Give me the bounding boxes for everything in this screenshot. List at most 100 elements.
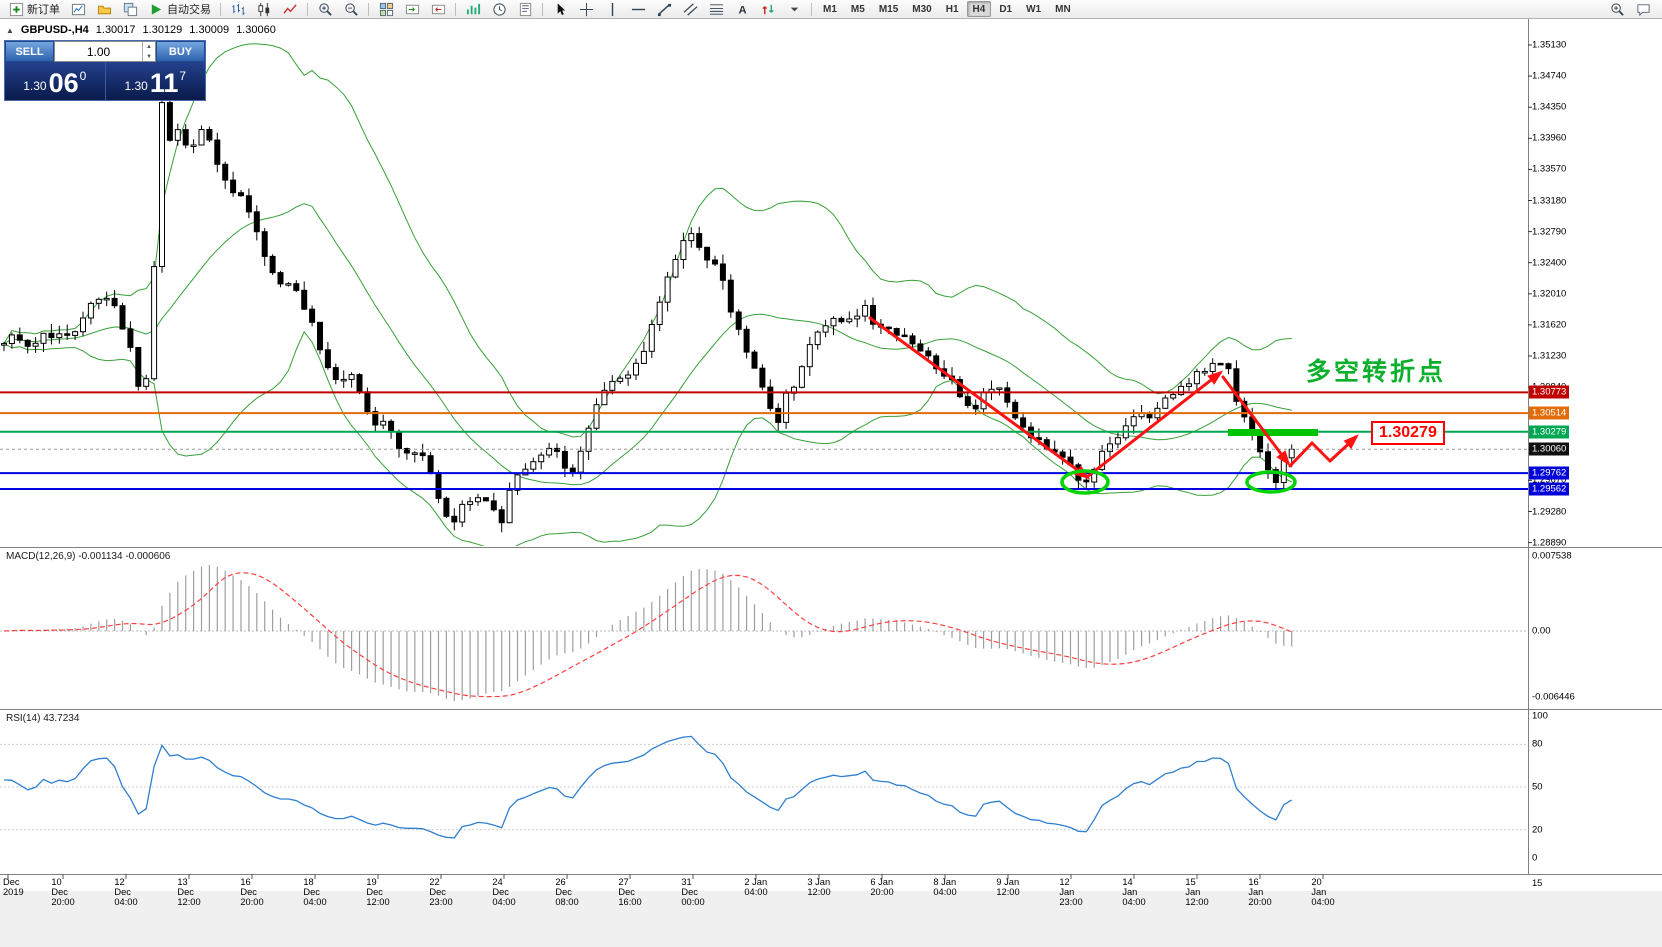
volume-up-icon[interactable]: ▲ — [146, 43, 152, 50]
line-icon — [282, 1, 298, 17]
turning-point-annotation: 多空转折点 — [1306, 358, 1447, 386]
chart-window-icon — [70, 1, 86, 17]
play-icon — [148, 1, 164, 17]
time-tick-label: 16 Jan 20:00 — [1248, 877, 1272, 907]
price-tick-label: 1.29280 — [1532, 506, 1567, 517]
charts-window-button[interactable] — [66, 1, 90, 18]
volume-down-icon[interactable]: ▼ — [146, 53, 152, 60]
fibo-icon — [708, 1, 724, 17]
templates-button[interactable] — [513, 1, 537, 18]
ohlc-close: 1.30060 — [236, 24, 276, 36]
price-tick-label: 1.35130 — [1532, 39, 1567, 51]
horizontal-line-button[interactable] — [626, 1, 650, 18]
chart-symbol-period: GBPUSD-,H4 — [20, 24, 89, 36]
arrows-button[interactable] — [756, 1, 780, 18]
time-tick-label: Dec 2019 — [3, 877, 24, 897]
shift-icon — [430, 1, 446, 17]
timeframe-m1-button[interactable]: M1 — [823, 4, 837, 15]
vertical-line-button[interactable] — [600, 1, 624, 18]
rsi-scale-label: 20 — [1532, 824, 1543, 836]
timeframe-h1-button[interactable]: H1 — [945, 4, 959, 15]
periods-button[interactable] — [487, 1, 511, 18]
macd-scale-label: 0.007538 — [1532, 550, 1572, 562]
channel-button[interactable] — [678, 1, 702, 18]
clock-icon — [491, 1, 507, 17]
auto-scroll-button[interactable] — [400, 1, 424, 18]
price-level-tag: 1.29562 — [1529, 482, 1570, 496]
cursor-button[interactable] — [548, 1, 572, 18]
profiles-button[interactable] — [92, 1, 116, 18]
tile-windows-button[interactable] — [374, 1, 398, 18]
zoom-out-icon — [343, 1, 359, 17]
rsi-scale-label: 0 — [1532, 852, 1538, 864]
volume-field: ▲ ▼ — [54, 41, 156, 62]
indicators-button[interactable] — [461, 1, 485, 18]
one-click-collapse-icon[interactable]: ▲ — [6, 25, 14, 35]
trendline-button[interactable] — [652, 1, 676, 18]
vline-icon — [604, 1, 620, 17]
buy-button[interactable]: BUY — [156, 41, 205, 62]
zoom-out-button[interactable] — [339, 1, 363, 18]
template-icon — [517, 1, 533, 17]
windows-icon — [122, 1, 138, 17]
shapes-dropdown-button[interactable] — [782, 1, 806, 18]
rsi-scale-label: 50 — [1532, 781, 1543, 793]
auto-trading-button[interactable]: 自动交易 — [144, 1, 215, 18]
rsi-layer — [0, 735, 1528, 839]
timeframe-m5-button[interactable]: M5 — [850, 4, 865, 15]
time-tick-label: 13 Dec 12:00 — [177, 877, 201, 907]
chart-shift-button[interactable] — [426, 1, 450, 18]
fibonacci-button[interactable] — [704, 1, 728, 18]
buy-price-sup: 7 — [179, 69, 187, 83]
macd-indicator-label: MACD(12,26,9) -0.001134 -0.000606 — [6, 551, 171, 562]
price-tick-label: 1.31620 — [1532, 319, 1567, 331]
price-tick-label: 1.33960 — [1532, 132, 1567, 144]
caret-icon — [786, 1, 802, 17]
window-bottom-area — [0, 891, 1662, 947]
timeframe-d1-button[interactable]: D1 — [999, 4, 1013, 15]
new-order-button[interactable]: 新订单 — [4, 1, 64, 18]
time-tick-label: 6 Jan 20:00 — [870, 877, 894, 897]
candlestick-chart-button[interactable] — [252, 1, 276, 18]
text-button[interactable]: A — [730, 1, 754, 18]
bar-chart-button[interactable] — [226, 1, 250, 18]
time-tick-label: 2 Jan 04:00 — [744, 877, 768, 897]
toolbar-separator — [368, 2, 369, 16]
time-tick-label: 12 Jan 23:00 — [1059, 877, 1083, 907]
volume-input[interactable] — [55, 42, 142, 61]
timeframe-m30-button[interactable]: M30 — [912, 4, 932, 15]
indicators-icon — [465, 1, 481, 17]
chat-icon[interactable] — [1631, 1, 1655, 18]
price-level-tag: 1.30514 — [1529, 406, 1570, 420]
toolbar-separator — [455, 2, 456, 16]
timeframe-w1-button[interactable]: W1 — [1026, 4, 1042, 15]
timeframe-m15-button[interactable]: M15 — [878, 4, 899, 15]
toolbar: 新订单 自动交易 A M1 M5 M15 M30 H1 H4 D1 W1 MN — [0, 0, 1662, 19]
line-chart-button[interactable] — [278, 1, 302, 18]
time-tick-label: 16 Dec 20:00 — [240, 877, 264, 907]
time-tick-label: 3 Jan 12:00 — [807, 877, 831, 897]
zoom-in-icon — [317, 1, 333, 17]
time-tick-label: 19 Dec 12:00 — [366, 877, 390, 907]
sell-button[interactable]: SELL — [5, 41, 54, 62]
buy-price-prefix: 1.30 — [124, 79, 148, 93]
zoom-in-button[interactable] — [313, 1, 337, 18]
price-level-tag: 1.30060 — [1529, 442, 1570, 456]
cursor-icon — [552, 1, 568, 17]
buy-price[interactable]: 1.30 11 7 — [106, 62, 206, 100]
time-tick-label: 31 Dec 00:00 — [681, 877, 705, 907]
arrows-icon — [760, 1, 776, 17]
axis-corner-label: 15 — [1532, 878, 1543, 888]
timeframe-mn-button[interactable]: MN — [1055, 4, 1071, 15]
sell-price[interactable]: 1.30 06 0 — [5, 62, 106, 100]
search-icon[interactable] — [1605, 1, 1629, 18]
timeframe-h4-button[interactable]: H4 — [966, 1, 992, 17]
time-tick-label: 18 Dec 04:00 — [303, 877, 327, 907]
frame-layer — [0, 19, 1662, 879]
window-layout-button[interactable] — [118, 1, 142, 18]
autoscroll-icon — [404, 1, 420, 17]
crosshair-button[interactable] — [574, 1, 598, 18]
trend-icon — [656, 1, 672, 17]
